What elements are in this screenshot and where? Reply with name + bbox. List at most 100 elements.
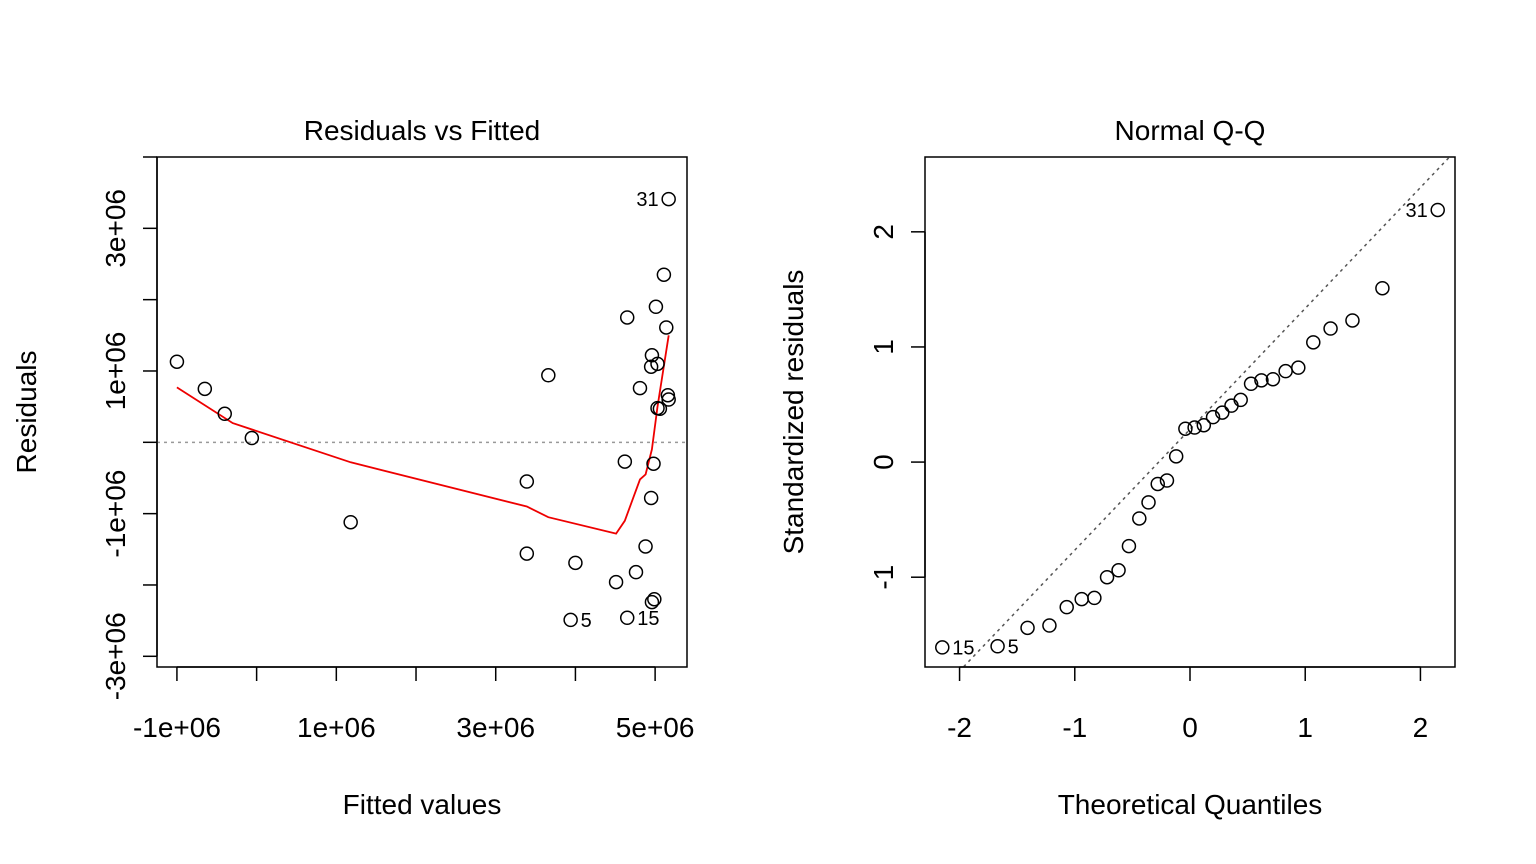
- y-tick-label: 1e+06: [100, 332, 131, 411]
- residuals-vs-fitted-x-axis-title: Fitted values: [343, 789, 502, 820]
- data-point: [1196, 417, 1212, 433]
- x-tick-label: 2: [1413, 712, 1429, 743]
- data-point: [1278, 363, 1293, 379]
- point-labels-group: 5 15 31: [581, 189, 660, 632]
- data-point: [644, 594, 660, 610]
- points-group: [169, 191, 676, 628]
- point-label: 31: [636, 189, 658, 211]
- data-point: [217, 406, 232, 422]
- data-point: [1159, 473, 1175, 488]
- data-point: [638, 539, 653, 554]
- data-point: [643, 359, 659, 374]
- data-point: [519, 474, 535, 489]
- data-point: [1074, 591, 1089, 607]
- data-point: [619, 310, 635, 325]
- data-point: [1059, 599, 1074, 615]
- data-point: [656, 267, 672, 282]
- data-point: [1430, 202, 1445, 218]
- x-tick-label: 1: [1297, 712, 1313, 743]
- data-point: [541, 368, 556, 383]
- data-point: [1233, 392, 1248, 408]
- data-point: [1042, 618, 1057, 633]
- data-point: [628, 564, 644, 580]
- y-tick-label: 0: [868, 454, 899, 470]
- data-point: [1187, 420, 1202, 435]
- point-label: 5: [1008, 636, 1019, 658]
- data-point: [619, 610, 635, 626]
- normal-qq-plot-frame: [924, 156, 1456, 668]
- data-point: [617, 454, 633, 469]
- data-point: [1178, 421, 1193, 436]
- data-point: [197, 381, 213, 397]
- data-point: [650, 356, 665, 372]
- residuals-vs-fitted-title: Residuals vs Fitted: [304, 115, 541, 146]
- data-point: [1099, 569, 1115, 585]
- data-point: [659, 320, 674, 335]
- x-tick-label: -2: [947, 712, 972, 743]
- point-label: 15: [637, 608, 659, 630]
- data-point: [1224, 398, 1239, 413]
- y-tick-label: 1: [868, 339, 899, 355]
- data-point: [661, 392, 676, 407]
- normal-qq-panel: Normal Q-Q 15 5 31 -2 -1 0 1 2 -1 0 1 2 Theoretic…: [778, 115, 1456, 820]
- x-tick-label: -1e+06: [133, 712, 221, 743]
- residuals-vs-fitted-y-axis-title: Residuals: [11, 351, 42, 474]
- data-point: [1132, 511, 1147, 526]
- data-point: [647, 591, 662, 607]
- y-tick-label: -3e+06: [100, 612, 131, 700]
- data-point: [643, 490, 659, 506]
- data-point: [1291, 360, 1306, 375]
- data-point: [646, 456, 661, 471]
- data-point: [1254, 373, 1269, 388]
- data-point: [1111, 563, 1126, 578]
- data-point: [632, 380, 648, 396]
- normal-qq-x-axis-title: Theoretical Quantiles: [1058, 789, 1323, 820]
- residuals-vs-fitted-plot-frame: [156, 156, 688, 668]
- y-tick-label: 3e+06: [100, 189, 131, 268]
- data-point: [1306, 335, 1321, 350]
- data-point: [990, 639, 1005, 654]
- data-point: [608, 574, 624, 590]
- point-labels-group: 15 5 31: [952, 200, 1427, 659]
- point-label: 15: [952, 637, 974, 659]
- data-point: [1168, 449, 1184, 464]
- data-point: [568, 555, 583, 571]
- smoother-line: [176, 335, 670, 535]
- data-point: [1205, 409, 1221, 425]
- y-tick-label: -1: [868, 565, 899, 590]
- qq-reference-line: [962, 157, 1451, 667]
- x-tick-label: 0: [1182, 712, 1198, 743]
- points-group: [935, 202, 1445, 655]
- x-tick-label: -1: [1062, 712, 1087, 743]
- data-point: [1150, 476, 1165, 492]
- normal-qq-title: Normal Q-Q: [1115, 115, 1266, 146]
- data-point: [1020, 620, 1035, 636]
- residuals-vs-fitted-panel: Residuals vs Fitted 5 15 31 -1e+06 1e+06 3e+…: [11, 115, 694, 820]
- data-point: [169, 354, 185, 369]
- data-point: [1243, 376, 1259, 392]
- data-point: [935, 640, 950, 655]
- y-tick-label: -1e+06: [100, 470, 131, 558]
- data-point: [244, 430, 260, 446]
- data-point: [1121, 538, 1137, 554]
- x-axis: -1e+06 1e+06 3e+06 5e+06: [133, 666, 694, 743]
- normal-qq-y-axis-title: Standardized residuals: [778, 270, 809, 555]
- data-point: [1375, 280, 1390, 296]
- data-point: [1345, 313, 1360, 328]
- data-point: [1087, 590, 1102, 606]
- data-point: [1323, 321, 1338, 336]
- y-tick-label: 2: [868, 224, 899, 240]
- data-point: [648, 299, 664, 315]
- y-axis: -1 0 1 2: [868, 224, 926, 590]
- data-point: [652, 401, 668, 417]
- smoother-group: [176, 335, 670, 535]
- x-axis: -2 -1 0 1 2: [947, 666, 1429, 743]
- data-point: [563, 612, 578, 628]
- point-label: 5: [581, 610, 592, 632]
- point-label: 31: [1405, 200, 1427, 222]
- data-point: [661, 191, 676, 207]
- reference-line-group: [962, 157, 1451, 667]
- y-axis: -3e+06 -1e+06 1e+06 3e+06: [100, 156, 158, 700]
- data-point: [1215, 405, 1230, 420]
